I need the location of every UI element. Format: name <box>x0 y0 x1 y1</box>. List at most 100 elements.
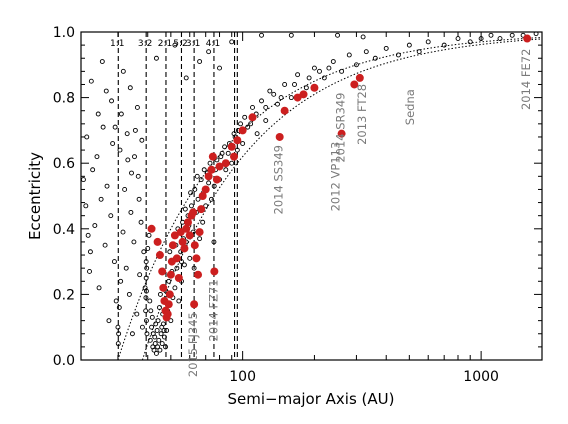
object-point <box>120 68 126 74</box>
object-point <box>209 196 214 202</box>
object-label: Sedna <box>403 89 417 125</box>
resonance-label: 5:2 <box>173 39 187 49</box>
object-point <box>117 147 123 153</box>
object-label: 2014 SR349 <box>333 93 347 163</box>
object-point <box>147 337 153 343</box>
object-point <box>187 255 193 261</box>
object-point <box>288 32 294 38</box>
highlighted-object-point <box>355 73 364 82</box>
object-point <box>211 183 217 189</box>
highlighted-object-point <box>293 93 302 102</box>
highlighted-object-point <box>197 205 206 214</box>
object-point <box>161 334 167 340</box>
object-point <box>112 124 118 130</box>
object-point <box>163 344 168 350</box>
x-tick-label: 100 <box>229 369 256 385</box>
object-point <box>217 65 222 71</box>
highlighted-object-point <box>163 310 172 319</box>
object-point <box>118 278 124 284</box>
object-point <box>250 104 255 110</box>
object-point <box>153 321 159 327</box>
object-point <box>143 275 149 281</box>
object-point <box>455 36 461 42</box>
highlighted-object-point <box>227 142 236 151</box>
highlighted-object-point <box>180 244 189 253</box>
highlighted-object-point <box>159 283 168 292</box>
object-point <box>155 318 161 324</box>
object-point <box>406 42 412 48</box>
object-point <box>303 85 309 91</box>
object-point <box>176 298 182 304</box>
highlighted-object-point <box>195 228 204 237</box>
object-point <box>203 203 209 209</box>
highlighted-object-point <box>194 270 203 279</box>
object-point <box>127 85 133 91</box>
y-tick-label: 0.6 <box>53 156 75 172</box>
object-point <box>158 331 164 337</box>
object-point <box>83 203 89 209</box>
object-point <box>267 88 273 94</box>
object-point <box>200 219 206 225</box>
y-tick-label: 1.0 <box>53 25 75 41</box>
object-point <box>132 154 137 160</box>
object-point <box>128 209 134 215</box>
object-point <box>136 196 142 202</box>
object-point <box>326 65 332 71</box>
object-point <box>95 111 101 117</box>
object-point <box>197 59 203 64</box>
object-point <box>179 259 184 265</box>
object-point <box>222 144 228 150</box>
object-point <box>201 167 207 173</box>
object-label: 2015 FJ345 <box>186 312 200 377</box>
object-point <box>92 223 98 228</box>
highlighted-object-point <box>208 152 217 161</box>
object-point <box>240 141 246 146</box>
object-point <box>275 101 280 107</box>
object-point <box>441 42 447 48</box>
object-point <box>183 75 189 81</box>
highlighted-object-point <box>168 241 177 250</box>
highlighted-object-point <box>230 152 239 161</box>
object-point <box>106 318 112 324</box>
object-point <box>145 246 151 251</box>
object-point <box>509 32 515 38</box>
object-point <box>488 32 494 38</box>
object-point <box>94 154 100 160</box>
object-point <box>335 32 340 38</box>
object-point <box>188 203 194 209</box>
resonance-label: 1:1 <box>110 39 124 49</box>
object-point <box>134 104 140 110</box>
object-point <box>321 75 327 81</box>
object-point <box>353 62 359 68</box>
highlighted-object-point <box>192 254 201 263</box>
highlighted-object-point <box>155 251 164 260</box>
object-point <box>172 285 178 291</box>
object-point <box>139 137 145 143</box>
object-point <box>132 127 138 133</box>
highlighted-object-point <box>147 224 156 233</box>
object-point <box>154 328 160 333</box>
object-point <box>144 331 150 337</box>
object-point <box>229 160 235 166</box>
object-point <box>467 39 473 45</box>
y-tick-label: 0.4 <box>53 222 75 238</box>
object-point <box>124 131 130 137</box>
object-point <box>151 347 157 353</box>
object-point <box>135 173 141 179</box>
highlighted-object-point <box>185 231 194 240</box>
highlighted-object-point <box>212 175 221 184</box>
object-point <box>143 288 149 294</box>
object-point <box>282 82 288 87</box>
highlighted-object-point <box>190 300 199 309</box>
object-point <box>395 52 401 58</box>
perihelion-curve <box>117 36 542 360</box>
object-point <box>198 177 204 183</box>
object-point <box>234 147 240 153</box>
object-point <box>317 68 322 74</box>
object-point <box>295 72 301 78</box>
object-point <box>109 98 114 104</box>
object-point <box>271 91 277 97</box>
object-point <box>156 337 162 343</box>
object-point <box>125 157 131 163</box>
object-point <box>90 167 96 173</box>
